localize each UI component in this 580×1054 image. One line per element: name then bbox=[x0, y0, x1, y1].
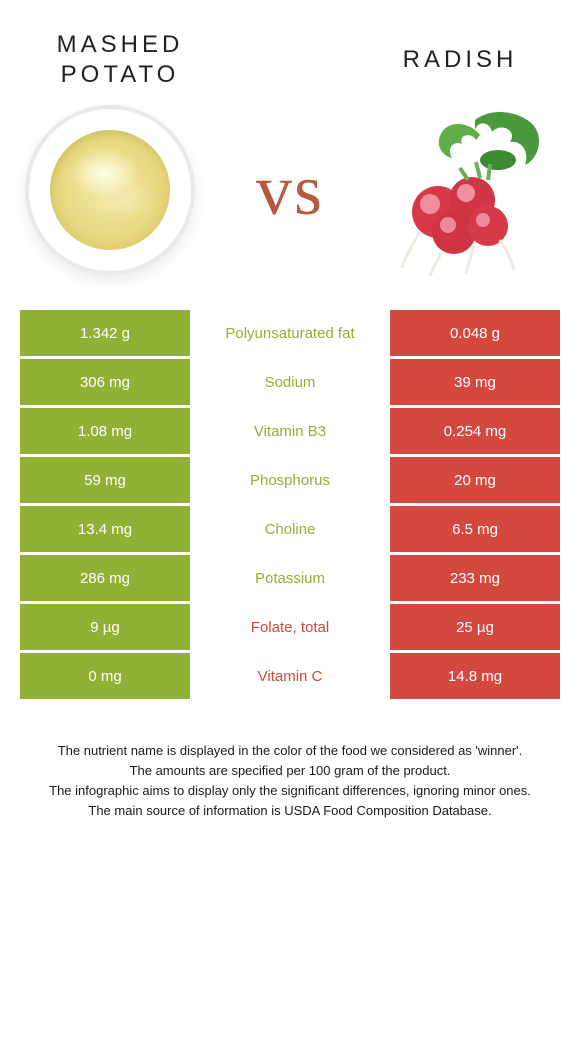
title-row: MASHED POTATO RADISH bbox=[20, 30, 560, 90]
cell-left-value: 59 mg bbox=[20, 457, 190, 506]
table-row: 13.4 mgCholine6.5 mg bbox=[20, 506, 560, 555]
table-row: 0 mgVitamin C14.8 mg bbox=[20, 653, 560, 702]
table-row: 59 mgPhosphorus20 mg bbox=[20, 457, 560, 506]
infographic-root: MASHED POTATO RADISH vs bbox=[0, 0, 580, 850]
cell-left-value: 306 mg bbox=[20, 359, 190, 408]
footer-line: The nutrient name is displayed in the co… bbox=[20, 742, 560, 761]
cell-left-value: 1.08 mg bbox=[20, 408, 190, 457]
cell-left-value: 0 mg bbox=[20, 653, 190, 702]
cell-left-value: 9 µg bbox=[20, 604, 190, 653]
cell-left-value: 1.342 g bbox=[20, 310, 190, 359]
footer-line: The infographic aims to display only the… bbox=[20, 782, 560, 801]
radish-image bbox=[380, 100, 560, 280]
cell-right-value: 0.048 g bbox=[390, 310, 560, 359]
cell-nutrient-label: Choline bbox=[190, 506, 390, 555]
cell-left-value: 286 mg bbox=[20, 555, 190, 604]
footer-notes: The nutrient name is displayed in the co… bbox=[20, 742, 560, 820]
title-left: MASHED POTATO bbox=[20, 30, 220, 90]
vs-text: vs bbox=[256, 149, 324, 232]
bowl-shape bbox=[25, 105, 195, 275]
table-row: 306 mgSodium39 mg bbox=[20, 359, 560, 408]
table-row: 9 µgFolate, total25 µg bbox=[20, 604, 560, 653]
cell-nutrient-label: Polyunsaturated fat bbox=[190, 310, 390, 359]
cell-right-value: 6.5 mg bbox=[390, 506, 560, 555]
cell-nutrient-label: Folate, total bbox=[190, 604, 390, 653]
cell-nutrient-label: Phosphorus bbox=[190, 457, 390, 506]
mash-shape bbox=[50, 130, 170, 250]
radish-svg bbox=[380, 100, 560, 280]
footer-line: The amounts are specified per 100 gram o… bbox=[20, 762, 560, 781]
table-row: 1.342 gPolyunsaturated fat0.048 g bbox=[20, 310, 560, 359]
cell-nutrient-label: Sodium bbox=[190, 359, 390, 408]
cell-right-value: 233 mg bbox=[390, 555, 560, 604]
mashed-potato-image bbox=[20, 100, 200, 280]
cell-right-value: 0.254 mg bbox=[390, 408, 560, 457]
footer-line: The main source of information is USDA F… bbox=[20, 802, 560, 821]
cell-nutrient-label: Vitamin C bbox=[190, 653, 390, 702]
table-row: 1.08 mgVitamin B30.254 mg bbox=[20, 408, 560, 457]
table-row: 286 mgPotassium233 mg bbox=[20, 555, 560, 604]
cell-right-value: 20 mg bbox=[390, 457, 560, 506]
cell-nutrient-label: Vitamin B3 bbox=[190, 408, 390, 457]
title-left-line1: MASHED bbox=[57, 31, 184, 58]
cell-right-value: 39 mg bbox=[390, 359, 560, 408]
image-row: vs bbox=[20, 100, 560, 280]
cell-right-value: 25 µg bbox=[390, 604, 560, 653]
cell-nutrient-label: Potassium bbox=[190, 555, 390, 604]
title-left-line2: POTATO bbox=[61, 61, 180, 88]
cell-right-value: 14.8 mg bbox=[390, 653, 560, 702]
comparison-table: 1.342 gPolyunsaturated fat0.048 g306 mgS… bbox=[20, 310, 560, 702]
cell-left-value: 13.4 mg bbox=[20, 506, 190, 555]
title-right: RADISH bbox=[360, 45, 560, 75]
